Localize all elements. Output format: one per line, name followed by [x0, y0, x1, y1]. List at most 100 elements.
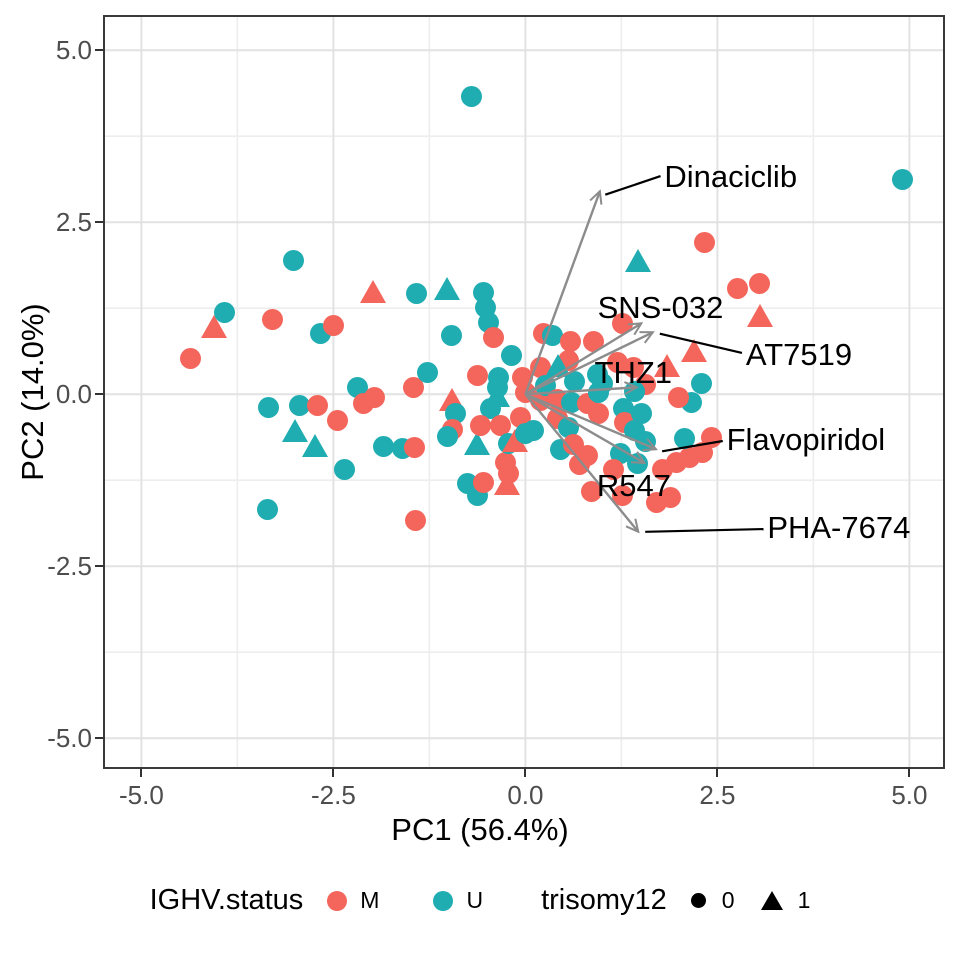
data-point	[681, 339, 708, 363]
data-point	[283, 250, 305, 272]
y-tick-label: 5.0	[55, 35, 92, 66]
plot-panel: Dinaciclib SNS-032 AT7519 THZ1 Flavopiridol R…	[103, 15, 945, 769]
data-point	[487, 367, 509, 388]
data-point	[404, 437, 426, 459]
data-point	[659, 487, 681, 509]
data-point	[323, 315, 345, 337]
data-point	[673, 427, 695, 449]
x-axis-title: PC1 (56.4%)	[391, 812, 569, 847]
loading-label: Dinaciclib	[664, 159, 798, 195]
data-point	[624, 249, 651, 273]
y-tick-mark	[95, 49, 103, 52]
data-point	[602, 458, 624, 480]
data-point	[301, 434, 328, 458]
legend-swatch-circle-icon	[690, 893, 706, 908]
x-tick-label: 2.5	[699, 780, 736, 810]
y-tick-mark	[95, 737, 103, 740]
y-tick-mark	[95, 221, 103, 224]
data-point	[257, 499, 279, 521]
legend-swatch-m-icon	[327, 890, 348, 911]
loading-label: AT7519	[745, 336, 853, 372]
data-point	[464, 432, 491, 456]
loading-label: PHA-7674	[767, 510, 911, 546]
loading-label: SNS-032	[597, 289, 724, 325]
legend-title-trisomy12: trisomy12	[541, 884, 667, 916]
data-point	[891, 168, 913, 190]
label-connector-line	[604, 175, 661, 196]
data-point	[746, 304, 773, 328]
y-tick-label: 0.0	[55, 379, 92, 410]
legend-label-1: 1	[797, 887, 811, 913]
data-point	[493, 472, 520, 496]
loading-label: Flavopiridol	[726, 422, 886, 458]
loading-labels-layer: Dinaciclib SNS-032 AT7519 THZ1 Flavopiridol R…	[103, 15, 945, 769]
data-point	[693, 232, 715, 254]
y-tick-label: -2.5	[47, 551, 92, 582]
x-tick-mark	[332, 769, 335, 777]
x-tick-mark	[140, 769, 143, 777]
data-point	[434, 276, 461, 300]
loading-label: THZ1	[594, 354, 673, 390]
data-point	[727, 277, 749, 299]
gridlines-layer	[103, 15, 945, 769]
data-point	[403, 377, 425, 399]
x-tick-mark	[716, 769, 719, 777]
data-point	[258, 397, 280, 419]
data-point	[612, 485, 634, 507]
label-connector-line	[661, 439, 723, 453]
data-point	[404, 510, 426, 532]
data-point	[654, 353, 681, 377]
y-tick-label: 2.5	[55, 207, 92, 238]
loading-arrows-layer	[103, 15, 945, 769]
x-tick-label: -5.0	[118, 780, 164, 810]
data-point	[437, 426, 459, 448]
data-point	[631, 403, 653, 425]
loading-arrow	[525, 387, 636, 396]
data-point	[334, 459, 356, 481]
x-tick-label: -2.5	[310, 780, 356, 810]
x-tick-label: 0.0	[507, 780, 544, 810]
loading-arrow	[524, 191, 599, 395]
loading-arrow	[524, 393, 638, 532]
data-point	[559, 330, 581, 352]
data-point	[523, 419, 545, 441]
data-point	[541, 325, 563, 347]
data-point	[261, 309, 283, 331]
legend-label-m: M	[360, 887, 380, 913]
y-tick-mark	[95, 393, 103, 396]
y-tick-mark	[95, 565, 103, 568]
data-point	[417, 362, 439, 384]
data-point	[213, 302, 235, 324]
x-tick-mark	[908, 769, 911, 777]
data-point	[500, 344, 522, 366]
y-tick-label: -5.0	[47, 723, 92, 754]
label-connector-line	[645, 527, 764, 533]
data-point	[473, 472, 495, 494]
loading-arrow	[524, 393, 656, 449]
loading-arrow	[524, 393, 644, 463]
data-point	[569, 454, 591, 476]
data-point	[612, 313, 634, 335]
data-point	[406, 283, 428, 305]
data-point	[347, 377, 369, 399]
data-point	[483, 383, 510, 407]
legend: IGHV.status M U trisomy12 0 1	[0, 884, 960, 917]
data-point	[179, 347, 201, 369]
legend-label-u: U	[466, 887, 484, 913]
data-point	[282, 419, 308, 443]
data-point	[483, 327, 505, 349]
panel-border	[103, 15, 945, 769]
data-point	[581, 480, 603, 502]
data-point	[360, 280, 387, 304]
y-axis-title: PC2 (14.0%)	[15, 303, 50, 481]
loading-arrow	[524, 323, 641, 396]
data-point	[622, 356, 644, 378]
data-point	[467, 364, 489, 386]
data-point	[582, 330, 604, 352]
data-point	[587, 403, 609, 425]
data-point	[691, 373, 713, 395]
x-tick-mark	[524, 769, 527, 777]
legend-swatch-u-icon	[433, 890, 454, 911]
points-layer	[103, 15, 945, 769]
data-point	[563, 371, 585, 393]
